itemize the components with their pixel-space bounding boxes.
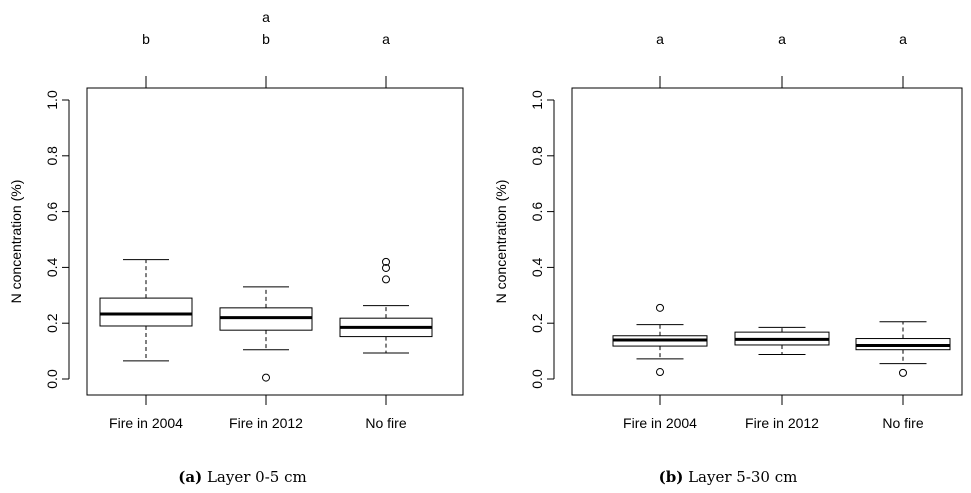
panel-a-outlier-2-2: [382, 257, 390, 266]
panel-b-sig-letter-1-0: a: [778, 31, 786, 47]
panel-a-y-tick-label-2: 0.4: [44, 257, 60, 277]
panel-b-x-tick-label-1: Fire in 2012: [745, 415, 819, 431]
panel-a-outlier-1-0: [262, 373, 270, 382]
caption-b-label: (b): [658, 468, 684, 486]
panel-a-y-axis-title: N concentration (%): [8, 180, 24, 304]
panel-b-outlier-0-0: [656, 368, 664, 377]
panel-a-x-tick-label-2: No fire: [365, 415, 406, 431]
panel-b-sig-letter-0-0: a: [656, 31, 664, 47]
panel-b-boxplot: 0.0 0.2 0.4 0.6 0.8 1.0 N concentration (%) Fir…: [493, 31, 963, 431]
panel-b-y-tick-label-2: 0.4: [529, 257, 545, 277]
panel-a-y-tick-label-5: 1.0: [44, 90, 60, 110]
panel-b-outlier-2-0: [899, 368, 907, 377]
panel-b-outlier-0-1: [656, 303, 664, 312]
panel-a-sig-letter-2-0: a: [382, 31, 390, 47]
panel-a-sig-letter-1-1: b: [262, 31, 270, 47]
panel-b-sig-letter-2-0: a: [899, 31, 907, 47]
panel-b-y-tick-label-3: 0.6: [529, 202, 545, 222]
panel-a-y-tick-label-4: 0.8: [44, 146, 60, 166]
caption-b-text: Layer 5-30 cm: [688, 468, 798, 486]
caption-a-text: Layer 0-5 cm: [206, 468, 307, 486]
panel-b-y-tick-label-1: 0.2: [529, 313, 545, 333]
panel-a-plot-frame: [86, 87, 464, 396]
panel-a-outlier-2-1: [382, 263, 390, 272]
panel-a-box-0: [99, 297, 193, 327]
panel-a-sig-letter-0-0: b: [142, 31, 150, 47]
panel-a-y-tick-label-0: 0.0: [44, 369, 60, 389]
panel-a-x-tick-label-0: Fire in 2004: [109, 415, 183, 431]
panel-b-plot-frame: [571, 87, 963, 396]
panel-b-x-tick-label-0: Fire in 2004: [623, 415, 697, 431]
panel-b-y-tick-label-0: 0.0: [529, 369, 545, 389]
panel-b-y-axis-title: N concentration (%): [493, 180, 509, 304]
panel-a-boxplot: 0.0 0.2 0.4 0.6 0.8 1.0 N concentration (%) Fir…: [8, 9, 464, 431]
panel-a-sig-letter-1-0: a: [262, 9, 270, 25]
caption-b: (b) Layer 5-30 cm: [485, 468, 971, 486]
caption-a: (a) Layer 0-5 cm: [0, 468, 485, 486]
panel-a-x-tick-label-1: Fire in 2012: [229, 415, 303, 431]
panel-b-y-tick-label-5: 1.0: [529, 90, 545, 110]
caption-a-label: (a): [178, 468, 203, 486]
panel-b-y-tick-label-4: 0.8: [529, 146, 545, 166]
panel-b-x-tick-label-2: No fire: [882, 415, 923, 431]
panel-a-outlier-2-0: [382, 275, 390, 284]
panel-a-y-tick-label-1: 0.2: [44, 313, 60, 333]
panel-a-y-tick-label-3: 0.6: [44, 202, 60, 222]
